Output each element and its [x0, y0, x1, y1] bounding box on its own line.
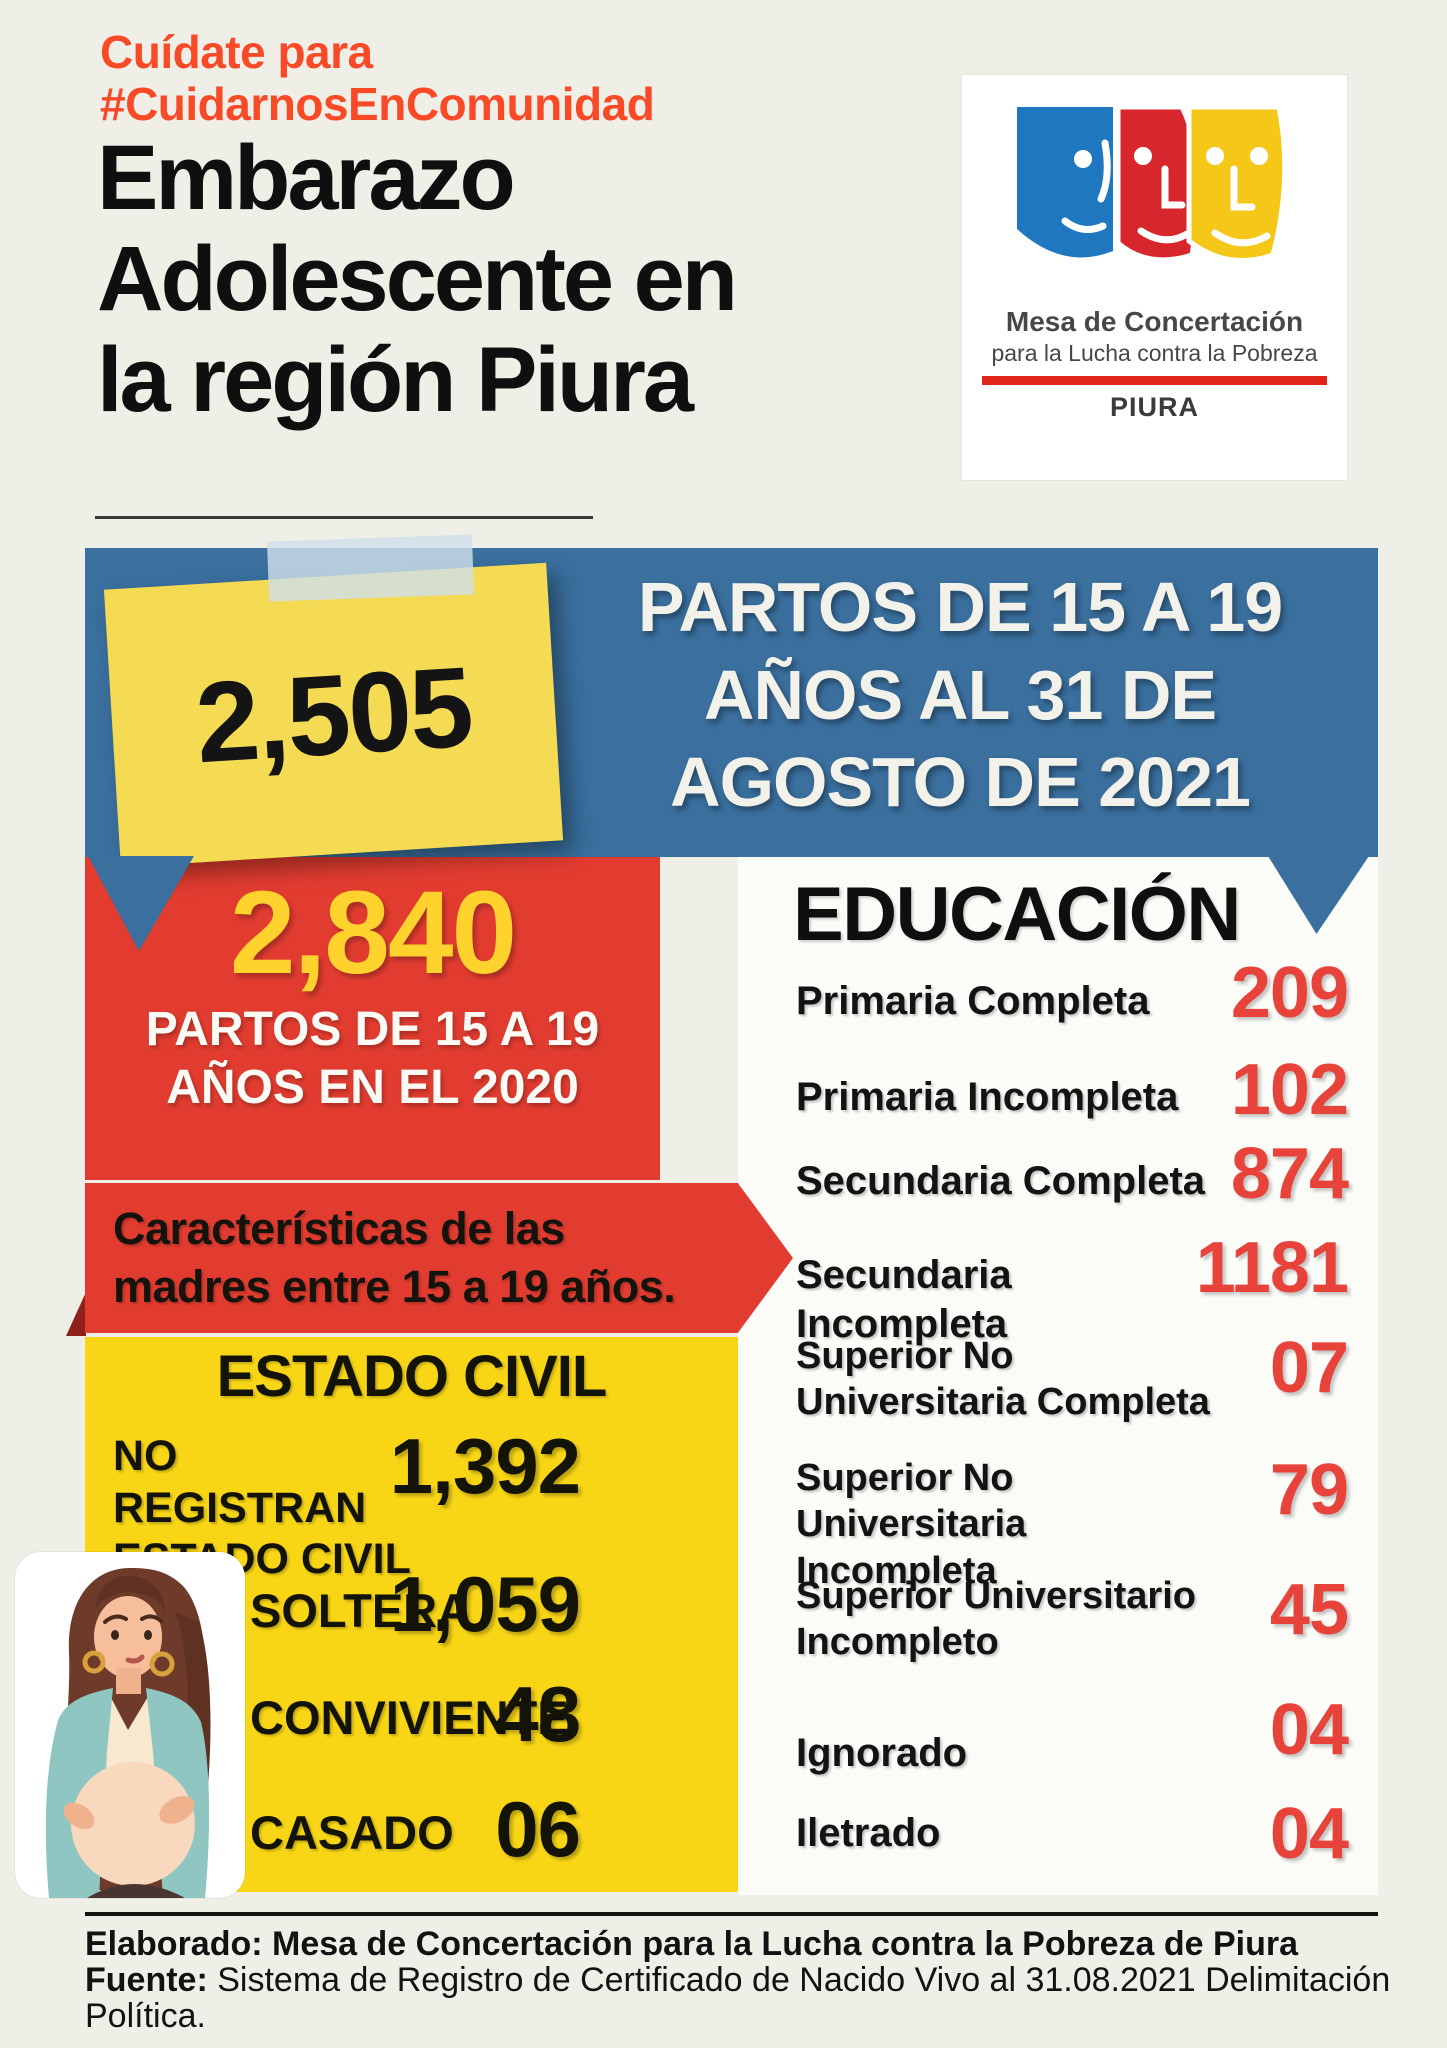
partos-2021-banner: 2,505 PARTOS DE 15 A 19 AÑOS AL 31 DE AG… [85, 534, 1378, 868]
partos-2020-box: 2,840 PARTOS DE 15 A 19 AÑOS EN EL 2020 [85, 857, 660, 1180]
logo-org-subtitle: para la Lucha contra la Pobreza [991, 340, 1318, 366]
educacion-row-label: Ignorado [796, 1731, 968, 1775]
campaign-tagline: Cuídate para #CuidarnosEnComunidad [100, 26, 655, 131]
mesa-concertacion-logo: Mesa de Concertación para la Lucha contr… [962, 75, 1347, 480]
label-line2: Universitaria Incompleta [796, 1503, 1027, 1592]
estado-civil-row-label: CASADO [250, 1806, 454, 1859]
logo-org-name: Mesa de Concertación [1005, 306, 1304, 337]
ribbon-fold [66, 1292, 86, 1336]
banner-line1: PARTOS DE 15 A 19 [637, 568, 1283, 646]
estado-civil-title: ESTADO CIVIL [216, 1344, 608, 1409]
educacion-row-value: 102 [1230, 1050, 1349, 1130]
title-line1: Embarazo [97, 127, 516, 229]
educacion-row-value: 1181 [1195, 1228, 1349, 1308]
fuente-label: Fuente: [85, 1961, 208, 1999]
educacion-row-value: 874 [1230, 1134, 1349, 1214]
partos-2021-value: 2,505 [192, 643, 475, 787]
educacion-row-label: Primaria Incompleta [796, 1075, 1179, 1119]
educacion-row-label: Primaria Completa [796, 979, 1150, 1023]
educacion-row-label: Superior No Universitaria Completa [796, 1333, 1226, 1426]
three-masks-icon [1016, 104, 1287, 263]
pregnant-woman-illustration [15, 1552, 245, 1898]
estado-civil-row-value: 06 [495, 1785, 581, 1873]
caracteristicas-line2: madres entre 15 a 19 años. [113, 1261, 676, 1312]
elaborado-text: Mesa de Concertación para la Lucha contr… [262, 1925, 1299, 1963]
tagline-line1: Cuídate para [100, 26, 373, 78]
logo-red-bar [982, 376, 1327, 385]
caracteristicas-ribbon: Características de las madres entre 15 a… [85, 1183, 793, 1333]
educacion-row-value: 04 [1269, 1794, 1349, 1874]
footer-divider [85, 1912, 1378, 1916]
fuente-text: Sistema de Registro de Certificado de Na… [85, 1961, 1391, 2035]
estado-civil-row-label: SOLTERA [250, 1584, 472, 1637]
educacion-row-label: Superior Universitario Incompleto [796, 1573, 1196, 1666]
educacion-row-value: 209 [1230, 953, 1349, 1033]
educacion-row-value: 45 [1269, 1570, 1349, 1650]
tape-decoration [267, 534, 474, 602]
label-line1: Superior Universitario [796, 1575, 1196, 1617]
partos-2020-label-line1: PARTOS DE 15 A 19 [145, 1003, 600, 1056]
banner-line3: AGOSTO DE 2021 [670, 743, 1251, 821]
estado-civil-row-label: CONVIVIENTE [250, 1691, 569, 1744]
educacion-row-label: Secundaria Completa [796, 1159, 1206, 1203]
fuente-line: Fuente: Sistema de Registro de Certifica… [85, 1962, 1420, 2034]
educacion-row-value: 07 [1269, 1328, 1349, 1408]
caracteristicas-text: Características de las madres entre 15 a… [85, 1200, 676, 1315]
partos-2021-label: PARTOS DE 15 A 19 AÑOS AL 31 DE AGOSTO D… [555, 564, 1365, 827]
educacion-row-label: Secundaria Incompleta [796, 1253, 1012, 1346]
estado-civil-row-value: 48 [495, 1670, 581, 1758]
estado-civil-row-value: 1,059 [389, 1560, 581, 1648]
logo-region: PIURA [1109, 392, 1199, 422]
footer-credits: Elaborado: Mesa de Concertación para la … [85, 1926, 1420, 2034]
label-line1: Superior No [796, 1457, 1014, 1499]
estado-civil-row-value: 1,392 [389, 1422, 581, 1510]
title-line2: Adolescente en [97, 228, 738, 331]
educacion-title: EDUCACIÓN [793, 872, 1241, 957]
partos-2020-label: PARTOS DE 15 A 19 AÑOS EN EL 2020 [85, 1001, 660, 1116]
educacion-row-value: 04 [1269, 1690, 1349, 1770]
label-line2: Incompleto [796, 1621, 999, 1664]
educacion-section: EDUCACIÓN Primaria Completa 209 Primaria… [738, 857, 1378, 1895]
educacion-row-label: Iletrado [796, 1811, 941, 1855]
banner-line2: AÑOS AL 31 DE [703, 655, 1217, 734]
title-line3: la región Piura [97, 329, 694, 432]
label-line2: Universitaria Completa [796, 1381, 1210, 1424]
sticky-note: 2,505 [103, 562, 564, 868]
partos-2020-label-line2: AÑOS EN EL 2020 [166, 1060, 579, 1114]
pregnant-woman-drawing [45, 1568, 211, 1898]
elaborado-line: Elaborado: Mesa de Concertación para la … [85, 1926, 1420, 1962]
elaborado-label: Elaborado: [85, 1925, 263, 1963]
educacion-row-label: Superior No Universitaria Incompleta [796, 1455, 1226, 1594]
tagline-hashtag: #CuidarnosEnComunidad [100, 78, 655, 131]
partos-2020-value: 2,840 [229, 867, 517, 999]
row-label-line1: NO REGISTRAN [113, 1432, 367, 1532]
label-line1: Superior No [796, 1335, 1014, 1377]
page-title: Embarazo Adolescente en la región Piura [97, 127, 738, 432]
caracteristicas-line1: Características de las [113, 1203, 565, 1255]
educacion-row-value: 79 [1269, 1450, 1349, 1530]
title-divider [95, 516, 593, 519]
